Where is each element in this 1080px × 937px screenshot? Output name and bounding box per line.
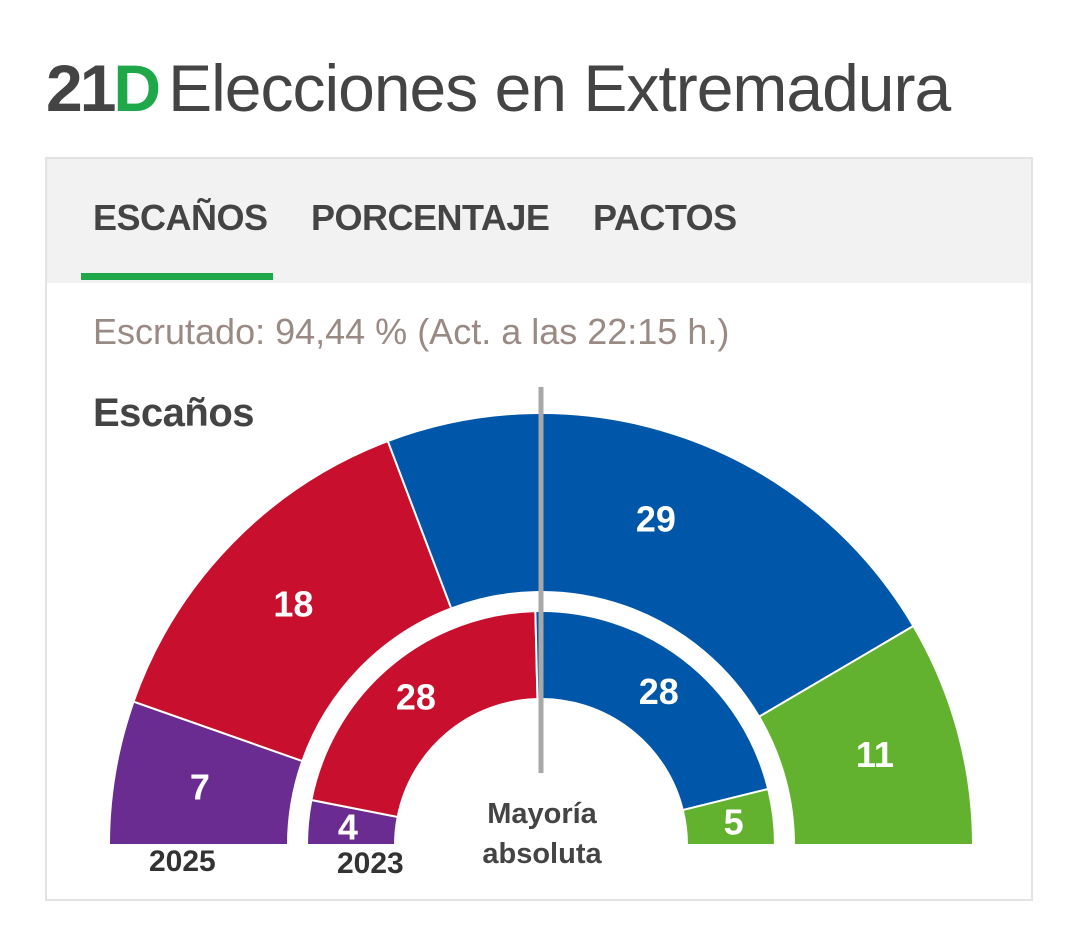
seat-label-2023-1: 28	[396, 677, 436, 718]
seat-segment-2025-3	[757, 624, 975, 846]
page-title-text: Elecciones en Extremadura	[168, 51, 951, 125]
seat-label-2025-0: 7	[190, 767, 210, 808]
scrutiny-status: Escrutado: 94,44 % (Act. a las 22:15 h.)	[93, 311, 730, 352]
results-card: ESCAÑOS PORCENTAJE PACTOS Escrutado: 94,…	[45, 157, 1033, 901]
seat-segment-2025-1	[132, 439, 453, 763]
seat-segment-2023-2	[534, 610, 770, 812]
seat-label-2023-3: 5	[724, 802, 744, 843]
section-title: Escaños	[93, 391, 255, 435]
tab-pactos[interactable]: PACTOS	[593, 197, 737, 238]
active-tab-indicator	[81, 273, 273, 280]
seat-label-2025-2: 29	[636, 499, 676, 540]
election-tag-number: 21	[46, 51, 116, 125]
election-tag-letter: D	[113, 51, 161, 125]
seat-label-2023-0: 4	[338, 806, 358, 847]
seat-segment-2025-2	[386, 412, 915, 719]
seat-label-2025-3: 11	[856, 734, 894, 775]
seat-label-2025-1: 18	[273, 583, 313, 624]
tab-bar: ESCAÑOS PORCENTAJE PACTOS	[47, 159, 1031, 283]
seat-segment-2023-1	[310, 610, 539, 819]
tab-escanos[interactable]: ESCAÑOS	[93, 197, 268, 238]
year-label-2023: 2023	[337, 847, 404, 880]
majority-label-line-0: Mayoría	[487, 798, 597, 830]
hemicycle-chart: 7 18 29 11 2025 4 28 28 5 2023 Mayoría absoluta	[107, 387, 975, 880]
seat-label-2023-2: 28	[639, 671, 679, 712]
year-label-2025: 2025	[149, 845, 216, 878]
tab-porcentaje[interactable]: PORCENTAJE	[311, 197, 550, 238]
majority-label-line-1: absoluta	[482, 838, 602, 870]
seat-segment-2023-3	[681, 787, 777, 846]
page-title: 21D Elecciones en Extremadura	[46, 48, 951, 128]
